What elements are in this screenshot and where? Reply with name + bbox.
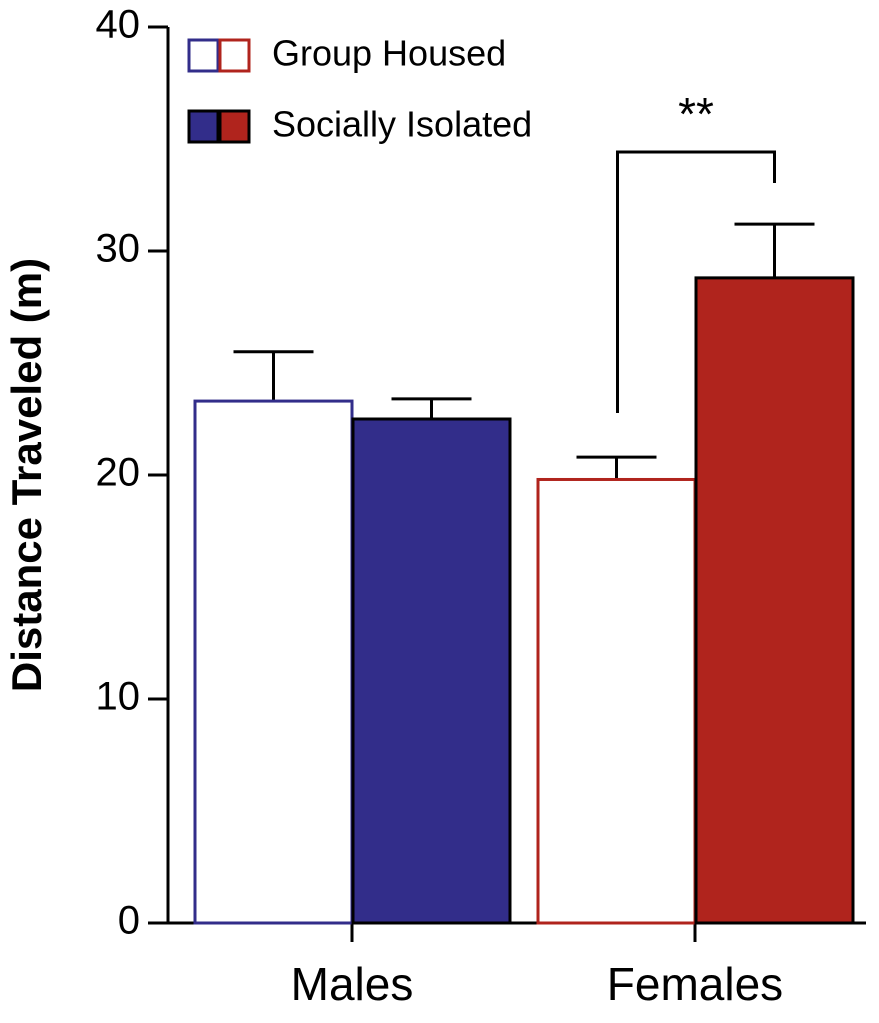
bar [351, 417, 512, 925]
y-tick-label: 20 [96, 451, 141, 495]
y-axis-label: Distance Traveled (m) [3, 258, 50, 692]
y-tick-label: 40 [96, 3, 141, 47]
bar [193, 399, 354, 925]
legend-label: Socially Isolated [272, 104, 532, 145]
significance-label: ** [678, 88, 714, 140]
y-tick-label: 0 [118, 899, 140, 943]
significance-bracket [616, 150, 776, 413]
legend-swatch [218, 109, 251, 144]
x-tick-label: Males [291, 958, 414, 1010]
x-tick-label: Females [607, 958, 783, 1010]
legend-label: Group Housed [272, 33, 506, 74]
legend-swatch [187, 38, 220, 73]
y-tick-label: 30 [96, 227, 141, 271]
legend-swatch [218, 38, 251, 73]
y-tick-label: 10 [96, 675, 141, 719]
bar [694, 276, 855, 925]
bar [536, 477, 697, 925]
legend-swatch [187, 109, 220, 144]
